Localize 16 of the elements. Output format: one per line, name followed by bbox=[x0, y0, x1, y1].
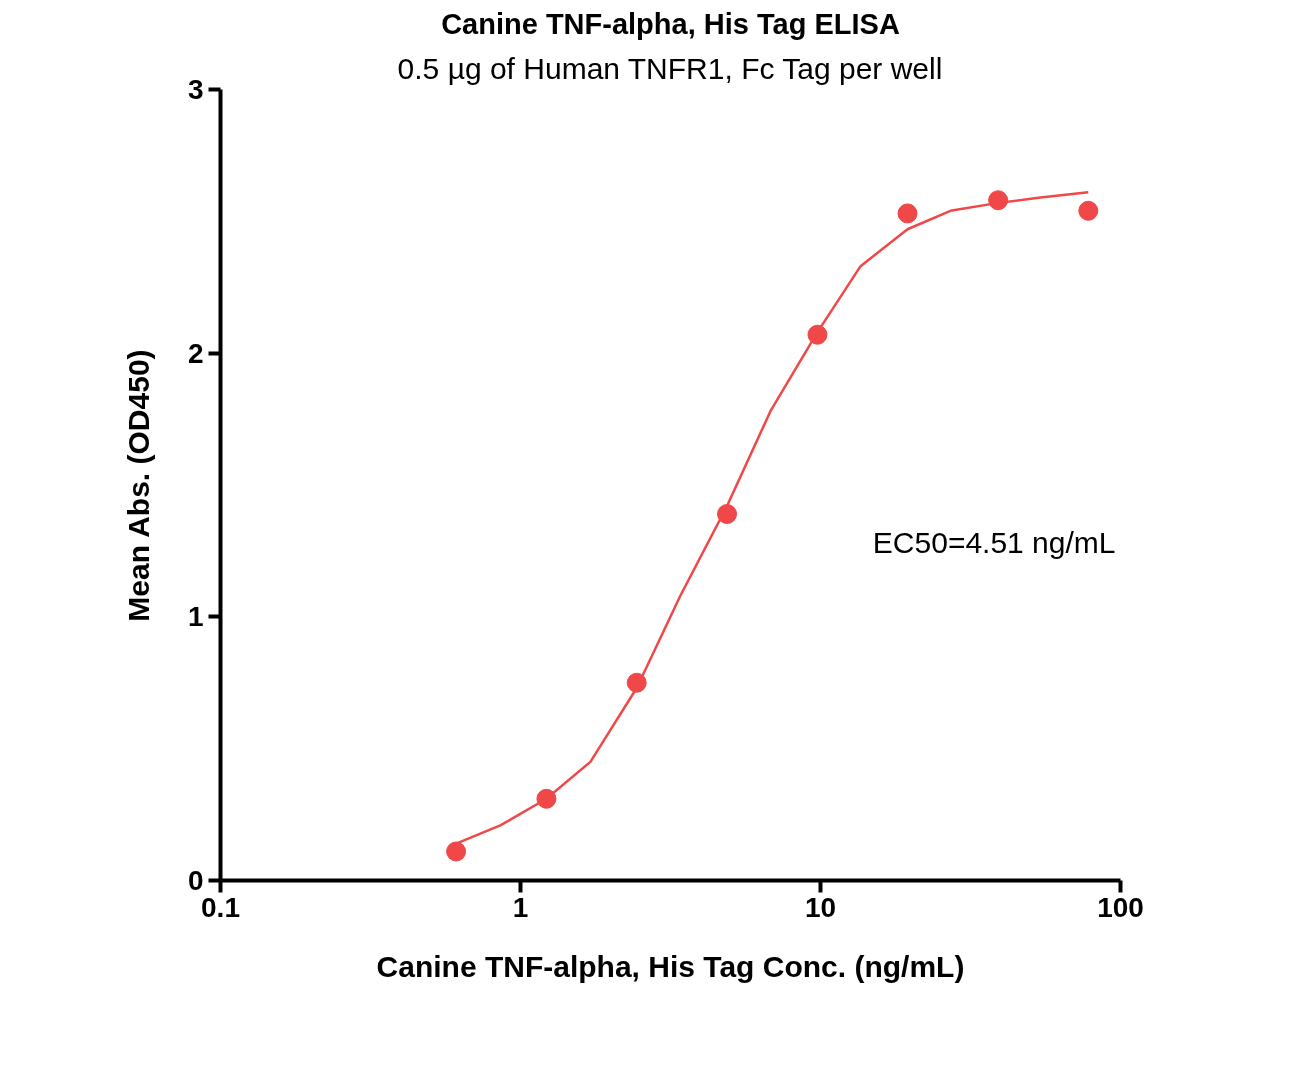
y-tick-label: 1 bbox=[187, 601, 204, 633]
x-tick-label: 10 bbox=[804, 891, 837, 923]
x-axis-title: Canine TNF-alpha, His Tag Conc. (ng/mL) bbox=[376, 949, 965, 983]
point bbox=[1078, 200, 1099, 221]
chart-subtitle: 0.5 µg of Human TNFR1, Fc Tag per well bbox=[397, 51, 943, 85]
x-tick-label: 1 bbox=[512, 891, 529, 923]
chart-title: Canine TNF-alpha, His Tag ELISA bbox=[441, 7, 900, 40]
annotation: EC50=4.51 ng/mL bbox=[872, 525, 1116, 559]
x-tick-label: 0.1 bbox=[201, 891, 240, 923]
point bbox=[897, 203, 918, 224]
y-tick-label: 3 bbox=[187, 74, 204, 105]
y-axis-title: Mean Abs. (OD450) bbox=[121, 349, 155, 622]
y-tick-label: 0 bbox=[187, 865, 204, 896]
y-tick-label: 2 bbox=[187, 337, 204, 369]
x-tick-label: 100 bbox=[1097, 891, 1144, 923]
point bbox=[446, 841, 467, 862]
